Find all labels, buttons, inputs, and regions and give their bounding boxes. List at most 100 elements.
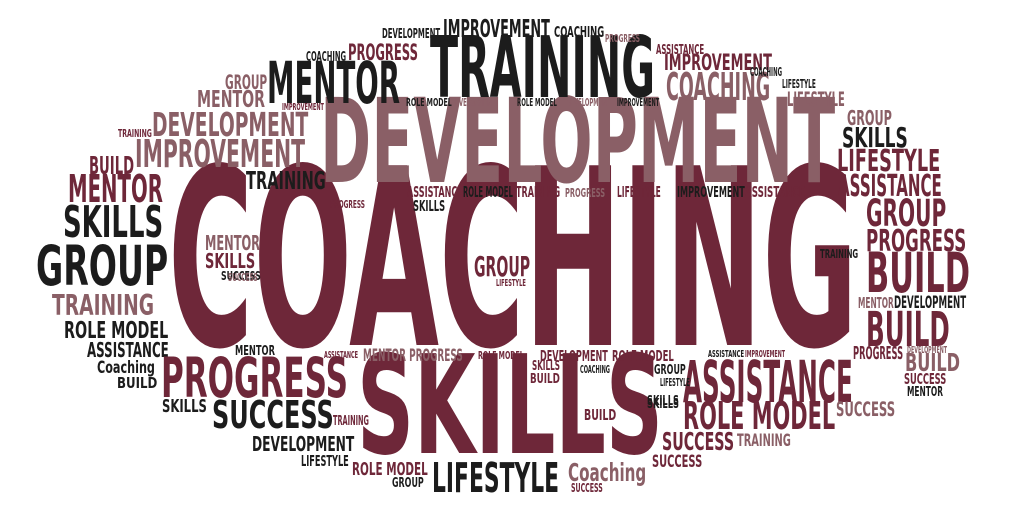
w-skills-right: SKILLS xyxy=(842,123,908,155)
w-improvement-top: IMPROVEMENT xyxy=(443,13,550,43)
w-role-model-bottom: ROLE MODEL xyxy=(352,458,428,480)
w-role-model-row-2: ROLE MODEL xyxy=(517,95,557,109)
w-success-mid-tiny: SUCCESS xyxy=(228,270,258,284)
w-training-right-tiny: TRAINING xyxy=(820,247,859,262)
w-lifestyle-row: LIFESTYLE xyxy=(617,183,661,202)
w-development-left: DEVELOPMENT xyxy=(152,104,309,144)
w-progress-right: PROGRESS xyxy=(866,224,967,260)
w-improvement-row: IMPROVEMENT xyxy=(617,95,660,109)
w-success-bottom-tiny: SUCCESS xyxy=(571,481,603,496)
w-training-lower-right: TRAINING xyxy=(737,430,791,450)
w-coaching-top-right: COACHING xyxy=(666,65,771,110)
w-mentor-right-tiny: MENTOR xyxy=(907,384,943,401)
w-improvement-row-2: IMPROVEMENT xyxy=(677,183,745,202)
w-group-lower-small: GROUP xyxy=(654,362,686,379)
w-lifestyle-bottom-left: LIFESTYLE xyxy=(301,452,349,471)
w-skills-main: SKILLS xyxy=(357,327,663,487)
w-progress-right-2: PROGRESS xyxy=(853,342,904,364)
w-assistance-left: ASSISTANCE xyxy=(87,338,169,363)
w-skills-lower-tiny: SKILLS xyxy=(647,393,679,410)
w-role-model-row: ROLE MODEL xyxy=(406,95,452,109)
w-build-lower-small: BUILD xyxy=(530,371,560,388)
w-success-bottom: SUCCESS xyxy=(212,393,334,438)
w-success-left-tiny: SUCCESS xyxy=(221,269,261,284)
w-training-row: TRAINING xyxy=(516,183,561,202)
w-build-right: BUILD xyxy=(866,240,970,305)
w-role-model-right: ROLE MODEL xyxy=(683,394,836,439)
w-group-bottom: GROUP xyxy=(392,475,424,492)
w-progress-top-small: PROGRESS xyxy=(605,31,640,45)
w-training-left-tiny: TRAINING xyxy=(118,126,152,140)
w-lifestyle-lower-tiny: LIFESTYLE xyxy=(660,375,690,389)
w-development-row-2: DEVELOPMENT xyxy=(566,95,611,109)
w-success-lower-right-2: SUCCESS xyxy=(652,451,703,471)
w-development-top-small: DEVELOPMENT xyxy=(382,26,441,43)
w-coaching-bottom: Coaching xyxy=(568,457,647,487)
w-assistance-row: ASSISTANCE xyxy=(407,183,463,202)
w-group-mid: GROUP xyxy=(474,252,531,284)
w-mentor-progress: MENTOR PROGRESS xyxy=(363,345,463,365)
w-assistance-right-big: ASSISTANCE xyxy=(683,348,853,416)
w-lifestyle-bottom: LIFESTYLE xyxy=(432,453,560,502)
w-assistance-right: ASSISTANCE xyxy=(838,169,942,205)
w-group-right: GROUP xyxy=(847,106,892,131)
w-lifestyle-top-right-2: LIFESTYLE xyxy=(787,87,845,111)
w-role-model-lower-2: ROLE MODEL xyxy=(612,347,674,366)
w-skills-left: SKILLS xyxy=(63,197,164,249)
w-skills-left-small: SKILLS xyxy=(162,395,207,417)
w-lifestyle-top-right: LIFESTYLE xyxy=(782,77,816,92)
w-build-left: BUILD xyxy=(89,150,135,180)
w-development-main: DEVELOPMENT xyxy=(320,74,836,210)
w-coaching-top-right-tiny: COACHING xyxy=(750,65,783,80)
w-mentor-left: MENTOR xyxy=(197,85,266,113)
w-progress-lower: PROGRESS xyxy=(161,345,348,410)
w-build-lower: BUILD xyxy=(584,406,617,425)
w-mentor-left-3: MENTOR xyxy=(205,231,260,256)
w-role-model-lower: ROLE MODEL xyxy=(478,348,524,362)
w-build-left-small: BUILD xyxy=(117,374,158,393)
w-build-right-3: BUILD xyxy=(905,347,961,377)
w-mentor-right: MENTOR xyxy=(858,294,894,313)
w-improvement-top-right: IMPROVEMENT xyxy=(664,51,772,77)
w-build-right-2: BUILD xyxy=(866,302,950,358)
w-progress-left-tiny: PROGRESS xyxy=(330,197,365,211)
w-mentor-lower: MENTOR xyxy=(235,343,275,360)
w-assistance-top-right: ASSISTANCE xyxy=(656,42,705,59)
w-success-lower-right: SUCCESS xyxy=(662,426,735,456)
w-improvement-tiny: IMPROVEMENT xyxy=(282,101,324,113)
w-progress-row: PROGRESS xyxy=(565,186,606,201)
w-role-model-row-3: ROLE MODEL xyxy=(463,183,513,202)
w-development-lower: DEVELOPMENT xyxy=(540,347,608,366)
w-improvement-tiny-2: IMPROVEMENT xyxy=(745,348,785,360)
w-mentor-left-2: MENTOR xyxy=(68,167,163,212)
w-development-right-tiny: DEVELOPMENT xyxy=(907,344,947,356)
w-training-top: TRAINING xyxy=(430,18,656,118)
w-development-bottom: DEVELOPMENT xyxy=(252,432,355,457)
w-training-bottom-tiny: TRAINING xyxy=(333,413,369,430)
w-assistance-row-2: ASSISTANCE xyxy=(745,183,805,202)
w-development-row: DEVELOPMENT xyxy=(451,95,496,109)
w-training-mid-left: TRAINING xyxy=(246,165,326,195)
w-role-model-left: ROLE MODEL xyxy=(64,316,169,344)
w-success-right-tiny: SUCCESS xyxy=(904,370,947,389)
w-coaching-top-small: COACHING xyxy=(554,23,605,42)
w-assistance-lower-tiny: ASSISTANCE xyxy=(324,349,359,361)
w-improvement-left: IMPROVEMENT xyxy=(135,132,306,177)
w-lifestyle-tiny: LIFESTYLE xyxy=(496,277,526,289)
w-group-right-2: GROUP xyxy=(866,192,947,236)
w-progress-top-left: PROGRESS xyxy=(348,41,418,67)
w-success-right: SUCCESS xyxy=(836,397,896,421)
w-coaching-main: COACHING xyxy=(168,116,858,404)
w-assistance-tiny: ASSISTANCE xyxy=(708,348,745,360)
w-group-top-left: GROUP xyxy=(225,70,268,94)
w-coaching-left-small: Coaching xyxy=(97,357,155,377)
w-coaching-top-left: COACHING xyxy=(306,49,347,66)
w-coaching-lower-tiny: COACHING xyxy=(580,362,610,376)
w-skills-lower-2: SKILLS xyxy=(647,396,679,413)
w-group-left: GROUP xyxy=(36,233,169,298)
w-lifestyle-right: LIFESTYLE xyxy=(837,144,941,180)
w-skills-lower-small: SKILLS xyxy=(532,358,560,375)
w-mentor-top: MENTOR xyxy=(267,49,401,117)
w-skills-tiny: SKILLS xyxy=(413,197,446,216)
